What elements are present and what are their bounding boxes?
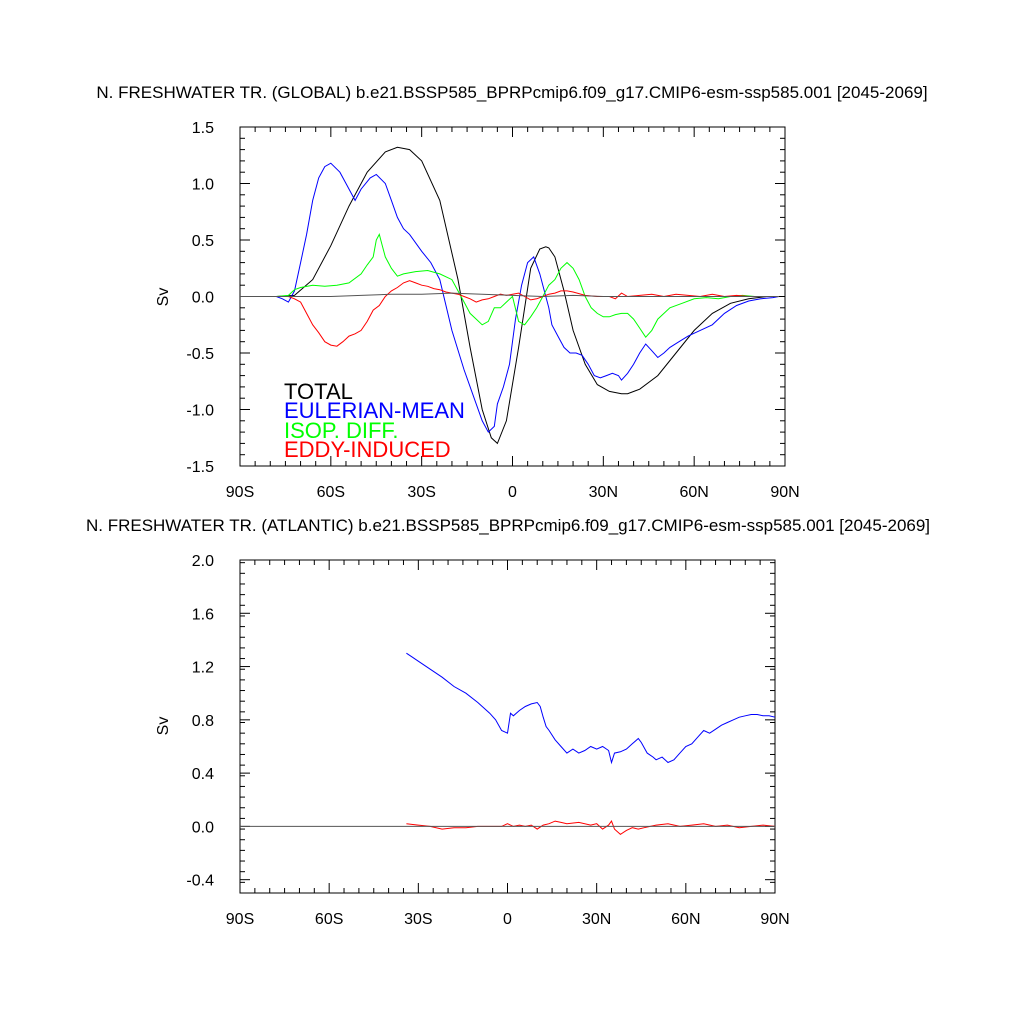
y-tick-label: -1.0	[186, 403, 214, 420]
y-tick-label: -1.5	[186, 459, 214, 476]
legend-entry-isop-diff: ISOP. DIFF.	[284, 418, 399, 443]
y-tick-label: 0.4	[192, 766, 214, 783]
x-tick-label: 90N	[770, 484, 799, 501]
plot-frame-atlantic	[239, 559, 776, 894]
legend-entry-eulerian-mean: EULERIAN-MEAN	[284, 398, 465, 423]
y-tick-label: 0.5	[192, 233, 214, 250]
axes-atlantic: 90S 60S 30S 0 30N 60N 90N -0.4 0.0 0.4 0.8 1.2 1.6 2.…	[186, 553, 789, 928]
series-line-total	[276, 146, 779, 445]
panel-atlantic: N. FRESHWATER TR. (ATLANTIC) b.e21.BSSP5…	[86, 516, 930, 928]
series-line-reference	[240, 292, 779, 298]
y-axis-label-atlantic: Sv	[155, 717, 172, 736]
legend-global: TOTAL EULERIAN-MEAN ISOP. DIFF. EDDY-IND…	[284, 379, 465, 462]
series-group-atlantic	[240, 652, 776, 836]
y-tick-label: 0.0	[192, 819, 214, 836]
series-line-eddy-induced	[406, 820, 776, 836]
x-tick-label: 30N	[589, 484, 618, 501]
x-tick-label: 60S	[317, 484, 345, 501]
x-tick-label: 60S	[315, 911, 343, 928]
y-tick-label: 2.0	[192, 553, 214, 570]
y-tick-label: 1.2	[192, 660, 214, 677]
panel-global: N. FRESHWATER TR. (GLOBAL) b.e21.BSSP585…	[96, 83, 927, 501]
series-line-isop-diff	[276, 233, 779, 339]
series-line-eddy-induced	[276, 280, 779, 347]
x-tick-label: 30S	[404, 911, 432, 928]
y-tick-label: 0.0	[192, 290, 214, 307]
x-tick-label: 90S	[226, 911, 254, 928]
chart-title-atlantic: N. FRESHWATER TR. (ATLANTIC) b.e21.BSSP5…	[86, 516, 930, 535]
x-tick-label: 0	[503, 911, 512, 928]
x-tick-label: 90N	[760, 911, 789, 928]
x-tick-label: 90S	[226, 484, 254, 501]
y-tick-label: 0.8	[192, 713, 214, 730]
y-tick-label: 1.6	[192, 606, 214, 623]
series-group-global	[240, 146, 779, 445]
legend-entry-total: TOTAL	[284, 379, 353, 404]
y-tick-label: -0.4	[186, 873, 214, 890]
axes-global: 90S 60S 30S 0 30N 60N 90N -1.5 -1.0 -0.5 0.0 0.5 1.0…	[186, 120, 799, 501]
legend-entry-eddy-induced: EDDY-INDUCED	[284, 437, 451, 462]
chart-title-global: N. FRESHWATER TR. (GLOBAL) b.e21.BSSP585…	[96, 83, 927, 102]
y-axis-label-global: Sv	[155, 288, 172, 307]
y-tick-label: -0.5	[186, 346, 214, 363]
series-line-eulerian-mean	[406, 652, 776, 765]
x-tick-label: 30N	[582, 911, 611, 928]
x-tick-label: 0	[508, 484, 517, 501]
y-tick-label: 1.5	[192, 120, 214, 137]
x-tick-label: 30S	[407, 484, 435, 501]
x-tick-label: 60N	[679, 484, 708, 501]
y-tick-label: 1.0	[192, 177, 214, 194]
x-tick-label: 60N	[671, 911, 700, 928]
series-line-eulerian-mean	[276, 162, 779, 433]
